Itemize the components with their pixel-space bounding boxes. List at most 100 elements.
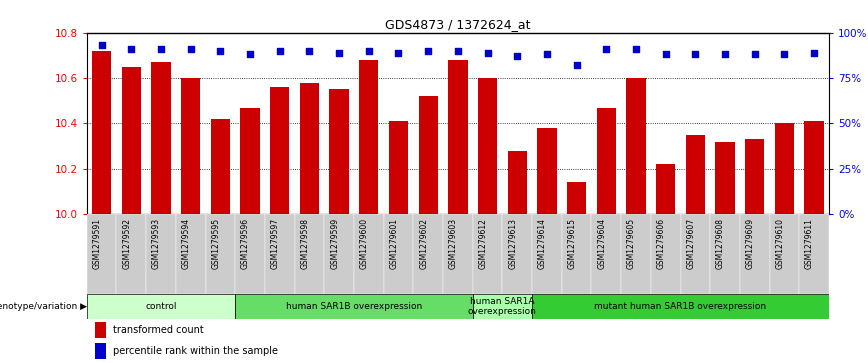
Bar (418, 96, 437, 214)
Point (184, 46, 198, 52)
Bar (122, 67, 141, 214)
Bar (651, 214, 681, 294)
Bar (354, 214, 384, 294)
Bar (95, 322, 106, 338)
Point (391, 50, 405, 56)
Bar (235, 294, 473, 319)
Bar (537, 128, 556, 214)
Bar (775, 123, 794, 214)
Point (510, 53, 524, 59)
Text: GSM1279611: GSM1279611 (806, 218, 814, 269)
Text: GSM1279603: GSM1279603 (449, 218, 458, 269)
Bar (473, 294, 532, 319)
Bar (299, 83, 319, 214)
Point (807, 50, 821, 56)
Bar (745, 139, 765, 214)
Text: GSM1279592: GSM1279592 (122, 218, 131, 269)
Bar (235, 214, 265, 294)
Text: GSM1279601: GSM1279601 (390, 218, 398, 269)
Text: GSM1279605: GSM1279605 (627, 218, 636, 269)
Bar (508, 151, 527, 214)
Bar (265, 214, 294, 294)
Text: GSM1279591: GSM1279591 (93, 218, 102, 269)
Point (481, 50, 495, 56)
Bar (503, 214, 532, 294)
Bar (384, 214, 413, 294)
Point (362, 48, 376, 54)
Title: GDS4873 / 1372624_at: GDS4873 / 1372624_at (385, 19, 530, 32)
Text: GSM1279604: GSM1279604 (597, 218, 606, 269)
Bar (211, 119, 230, 214)
Text: mutant human SAR1B overexpression: mutant human SAR1B overexpression (595, 302, 766, 311)
Text: GSM1279608: GSM1279608 (716, 218, 725, 269)
Text: GSM1279613: GSM1279613 (509, 218, 517, 269)
Text: percentile rank within the sample: percentile rank within the sample (113, 346, 278, 356)
Bar (740, 214, 770, 294)
Bar (805, 121, 824, 214)
Bar (567, 182, 586, 214)
Point (124, 46, 138, 52)
Point (214, 48, 227, 54)
Bar (621, 214, 651, 294)
Text: GSM1279614: GSM1279614 (538, 218, 547, 269)
Bar (87, 294, 235, 319)
Bar (448, 60, 468, 214)
Point (659, 52, 673, 57)
Point (778, 52, 792, 57)
Text: human SAR1A
overexpression: human SAR1A overexpression (468, 297, 536, 317)
Point (243, 52, 257, 57)
Text: GSM1279615: GSM1279615 (568, 218, 576, 269)
Bar (240, 107, 260, 214)
Bar (116, 214, 146, 294)
Point (451, 48, 465, 54)
Point (569, 62, 583, 68)
Bar (799, 214, 829, 294)
Bar (473, 214, 503, 294)
Point (302, 48, 316, 54)
Text: GSM1279606: GSM1279606 (657, 218, 666, 269)
Bar (770, 214, 799, 294)
Bar (715, 142, 734, 214)
Bar (389, 121, 408, 214)
Bar (413, 214, 443, 294)
Point (599, 46, 613, 52)
Point (747, 52, 761, 57)
Point (629, 46, 643, 52)
Text: control: control (145, 302, 177, 311)
Bar (656, 164, 675, 214)
Point (688, 52, 702, 57)
Point (95, 42, 108, 48)
Bar (146, 214, 176, 294)
Text: genotype/variation ▶: genotype/variation ▶ (0, 302, 87, 311)
Bar (681, 214, 710, 294)
Bar (151, 62, 171, 214)
Point (155, 46, 168, 52)
Text: GSM1279600: GSM1279600 (360, 218, 369, 269)
Text: transformed count: transformed count (113, 325, 204, 335)
Text: GSM1279597: GSM1279597 (271, 218, 279, 269)
Bar (532, 294, 829, 319)
Point (332, 50, 346, 56)
Bar (181, 78, 201, 214)
Bar (87, 214, 116, 294)
Point (421, 48, 435, 54)
Bar (710, 214, 740, 294)
Bar (443, 214, 473, 294)
Point (273, 48, 286, 54)
Text: GSM1279596: GSM1279596 (241, 218, 250, 269)
Bar (478, 78, 497, 214)
Text: GSM1279594: GSM1279594 (181, 218, 191, 269)
Point (540, 52, 554, 57)
Text: GSM1279607: GSM1279607 (687, 218, 695, 269)
Text: GSM1279599: GSM1279599 (330, 218, 339, 269)
Bar (596, 107, 616, 214)
Text: human SAR1B overexpression: human SAR1B overexpression (286, 302, 422, 311)
Bar (206, 214, 235, 294)
Bar (562, 214, 591, 294)
Text: GSM1279593: GSM1279593 (152, 218, 161, 269)
Bar (294, 214, 325, 294)
Bar (176, 214, 206, 294)
Text: GSM1279612: GSM1279612 (478, 218, 488, 269)
Text: GSM1279595: GSM1279595 (212, 218, 220, 269)
Bar (95, 343, 106, 359)
